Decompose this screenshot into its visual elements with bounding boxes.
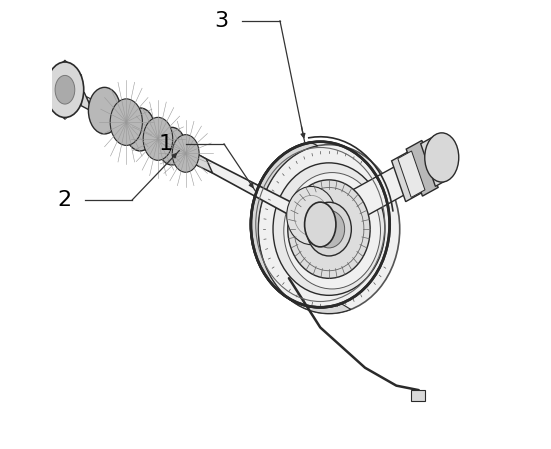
Polygon shape (61, 80, 93, 112)
Polygon shape (123, 116, 143, 136)
Ellipse shape (273, 163, 385, 295)
Polygon shape (250, 142, 351, 313)
Polygon shape (86, 97, 107, 117)
Ellipse shape (46, 62, 84, 118)
Polygon shape (411, 390, 425, 401)
Ellipse shape (306, 202, 352, 256)
Ellipse shape (173, 136, 198, 172)
Ellipse shape (88, 88, 121, 134)
Ellipse shape (305, 202, 336, 247)
Ellipse shape (110, 99, 142, 145)
Ellipse shape (126, 108, 155, 151)
Ellipse shape (143, 117, 172, 160)
Ellipse shape (258, 145, 399, 313)
Polygon shape (398, 151, 425, 198)
Polygon shape (168, 136, 190, 163)
Polygon shape (392, 149, 427, 202)
Polygon shape (99, 99, 132, 134)
Ellipse shape (158, 128, 185, 165)
Ellipse shape (288, 180, 370, 278)
Polygon shape (48, 61, 81, 119)
Ellipse shape (284, 172, 381, 289)
Text: 1: 1 (159, 134, 172, 154)
Text: 3: 3 (214, 11, 229, 31)
Text: 2: 2 (58, 190, 72, 210)
Ellipse shape (172, 135, 199, 172)
Polygon shape (335, 163, 412, 228)
Polygon shape (198, 155, 325, 234)
Ellipse shape (314, 210, 344, 248)
Polygon shape (182, 145, 213, 173)
Ellipse shape (55, 75, 75, 104)
Polygon shape (155, 132, 175, 152)
Ellipse shape (287, 186, 336, 245)
Polygon shape (136, 119, 163, 150)
Polygon shape (406, 141, 438, 196)
Ellipse shape (425, 133, 459, 182)
Polygon shape (420, 136, 449, 186)
